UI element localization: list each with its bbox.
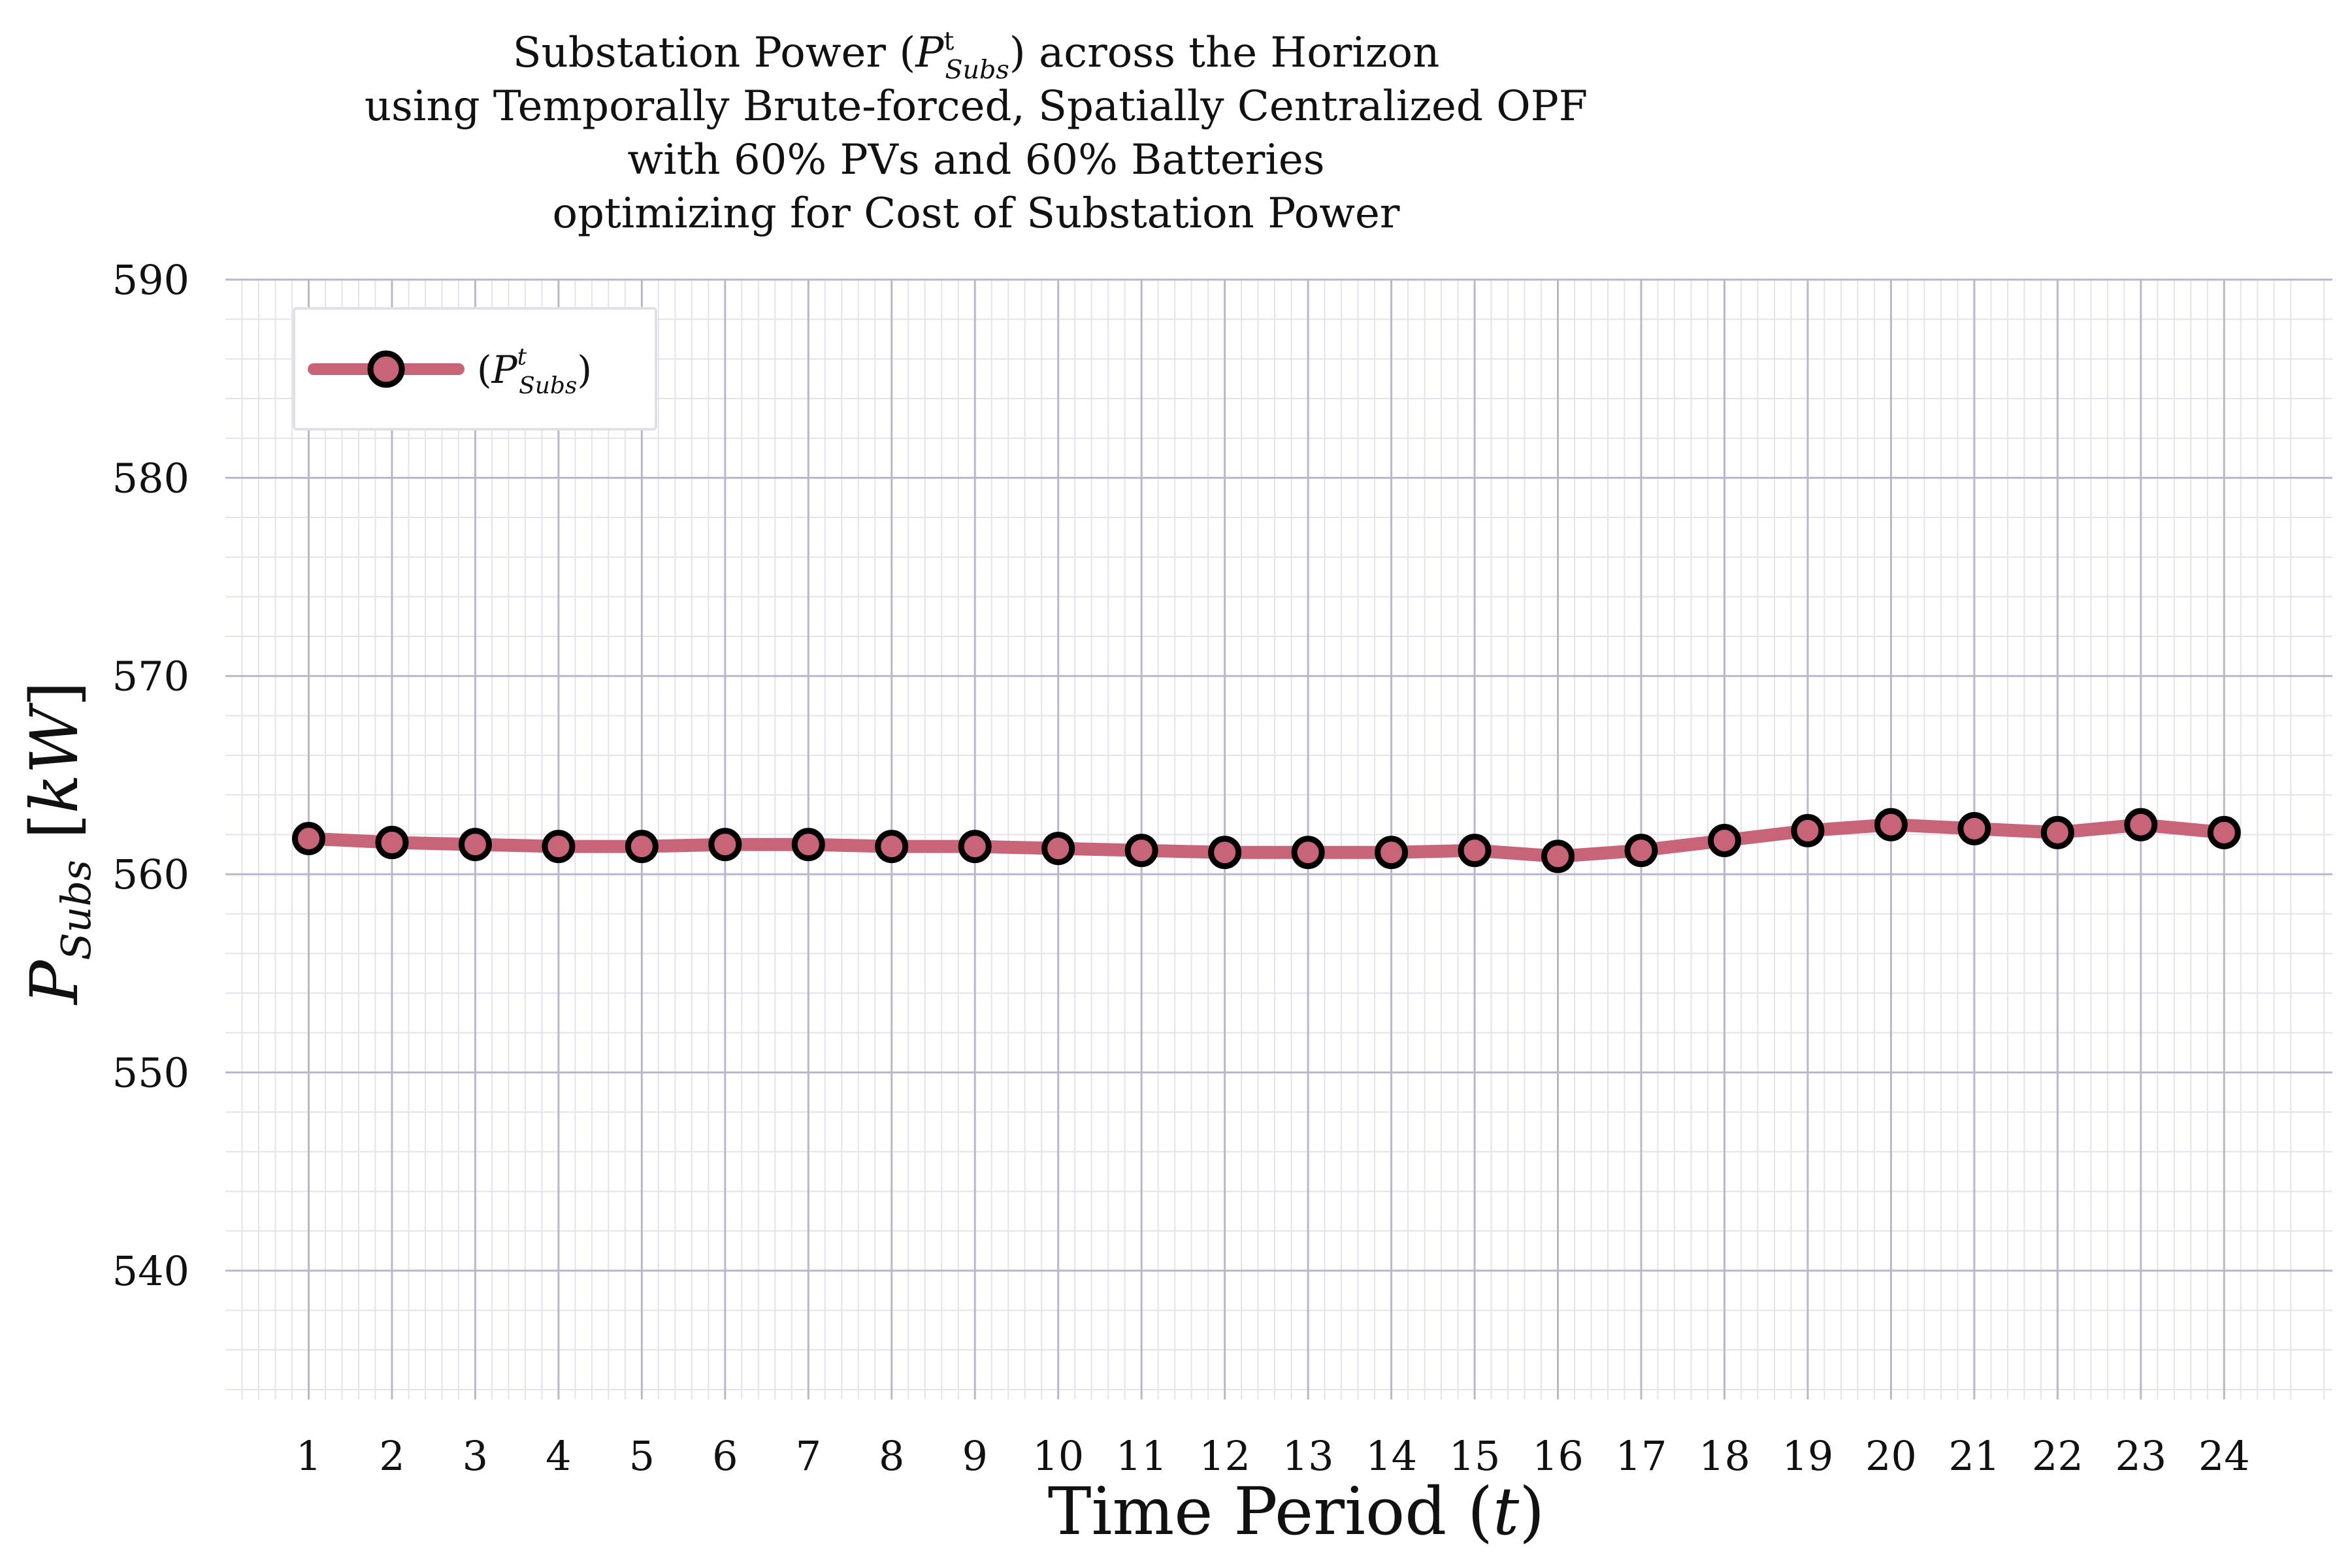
x-tick-label: 10 [1032,1432,1084,1480]
y-tick-label: 590 [112,256,189,304]
data-point [1041,832,1075,866]
y-tick-labels: 540 550 560 570 580 590 [112,256,189,1295]
x-tick-label: 17 [1616,1432,1667,1480]
title-line-4: optimizing for Cost of Substation Power [553,189,1400,238]
x-tick-labels: 1 2 3 4 5 6 7 8 9 10 11 12 13 14 15 16 17 18 19 20 21 22 23 24 [296,1432,2250,1480]
data-point [375,826,409,860]
chart-title: Substation Power (Pt Subs) across the Hor… [365,26,1588,238]
y-tick-label: 580 [112,454,189,502]
x-axis-label: Time Period (t) [1048,1473,1544,1550]
x-tick-label: 6 [712,1432,738,1480]
legend: (Pt Subs) [293,307,657,431]
x-tick-label: 15 [1449,1432,1501,1480]
legend-marker-swatch [367,350,405,388]
x-tick-label: 12 [1199,1432,1250,1480]
x-tick-label: 2 [379,1432,404,1480]
y-tick-label: 570 [112,653,189,700]
data-point [791,828,825,862]
x-tick-label: 18 [1699,1432,1750,1480]
y-axis-label: PSubs [kW] [16,681,100,1005]
title-line-1: Substation Power (Pt Subs) across the Hor… [513,26,1440,85]
data-point [2124,808,2158,841]
data-point [1124,834,1158,868]
data-point [542,830,576,864]
x-tick-label: 22 [2032,1432,2083,1480]
data-point [708,828,742,862]
data-point [1291,836,1325,870]
x-tick-label: 13 [1282,1432,1334,1480]
data-point [1707,824,1741,858]
x-tick-label: 20 [1865,1432,1917,1480]
data-point [291,821,325,855]
series-line [302,818,2231,863]
x-tick-label: 7 [796,1432,821,1480]
x-tick-label: 3 [463,1432,488,1480]
data-point [458,828,492,862]
data-point [875,830,909,864]
x-tick-label: 4 [546,1432,571,1480]
data-point [958,830,992,864]
y-tick-label: 540 [112,1247,189,1295]
x-tick-label: 23 [2115,1432,2166,1480]
data-point [2040,815,2074,849]
data-point [1874,808,1908,841]
data-point [1208,836,1242,870]
data-point [1624,834,1658,868]
y-tick-label: 550 [112,1049,189,1096]
data-point [1957,811,1991,845]
x-tick-label: 16 [1532,1432,1584,1480]
x-tick-label: 14 [1365,1432,1417,1480]
data-point [1541,840,1575,874]
x-tick-label: 1 [296,1432,321,1480]
data-point [2207,815,2241,849]
y-tick-label: 560 [112,851,189,898]
x-tick-label: 9 [962,1432,988,1480]
series-group [291,808,2241,874]
title-line-2: using Temporally Brute-forced, Spatially… [365,82,1588,131]
x-tick-label: 8 [879,1432,904,1480]
data-point [625,830,659,864]
x-tick-label: 21 [1948,1432,2000,1480]
data-point [1791,813,1825,847]
x-tick-label: 5 [629,1432,655,1480]
x-tick-label: 24 [2198,1432,2250,1480]
x-tick-label: 19 [1782,1432,1833,1480]
x-tick-label: 11 [1116,1432,1168,1480]
legend-label: (Pt Subs) [477,344,592,399]
legend-box [293,307,657,431]
title-line-3: with 60% PVs and 60% Batteries [627,136,1324,184]
data-point [1458,834,1492,868]
data-point [1375,836,1409,870]
